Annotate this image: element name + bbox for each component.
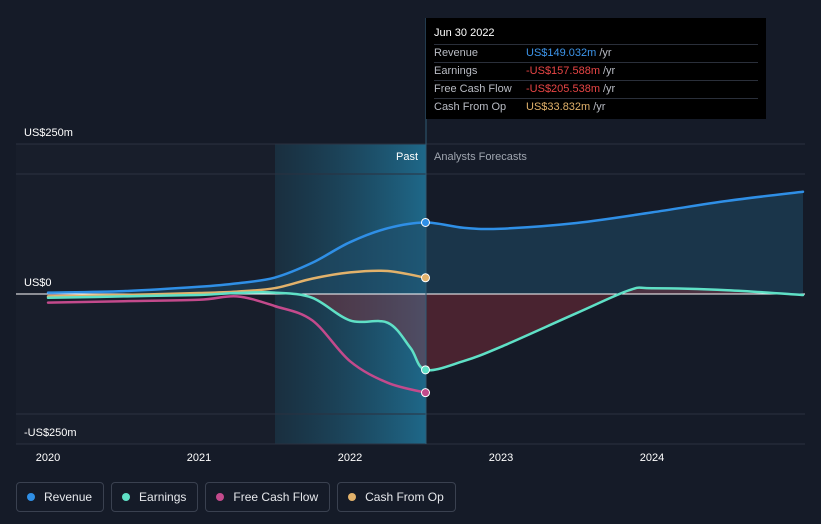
tooltip-unit: /yr: [603, 83, 616, 95]
earnings-marker[interactable]: [421, 365, 430, 375]
tooltip-unit: /yr: [603, 65, 616, 77]
tooltip-value: -US$157.588m: [526, 65, 600, 77]
legend-item-earnings[interactable]: Earnings: [111, 482, 199, 512]
cash-from-op-marker[interactable]: [421, 273, 430, 283]
tooltip-value: US$149.032m: [526, 47, 597, 59]
legend-label: Revenue: [44, 490, 93, 504]
tooltip-row-cash-from-op: Cash From Op US$33.832m /yr: [434, 98, 758, 116]
x-tick-label: 2023: [489, 452, 513, 464]
tooltip-label: Revenue: [434, 47, 479, 59]
region-label-forecast: Analysts Forecasts: [434, 151, 527, 163]
region-label-past: Past: [396, 151, 418, 163]
legend-label: Earnings: [139, 490, 187, 504]
tooltip-date: Jun 30 2022: [434, 27, 495, 39]
x-tick-label: 2022: [338, 452, 362, 464]
legend: Revenue Earnings Free Cash Flow Cash Fro…: [16, 482, 456, 512]
tooltip-unit: /yr: [599, 47, 612, 59]
legend-item-free-cash-flow[interactable]: Free Cash Flow: [205, 482, 331, 512]
legend-dot-icon: [122, 493, 131, 501]
x-tick-label: 2024: [640, 452, 664, 464]
tooltip-row-revenue: Revenue US$149.032m /yr: [434, 44, 758, 62]
tooltip-row-free-cash-flow: Free Cash Flow -US$205.538m /yr: [434, 80, 758, 98]
y-label-top: US$250m: [24, 127, 73, 139]
free-cash-flow-marker[interactable]: [421, 388, 430, 398]
revenue-marker[interactable]: [421, 217, 430, 227]
tooltip-label: Earnings: [434, 65, 478, 77]
legend-dot-icon: [27, 493, 35, 501]
legend-item-cash-from-op[interactable]: Cash From Op: [337, 482, 456, 512]
legend-label: Free Cash Flow: [233, 490, 319, 504]
earnings-line: [46, 286, 805, 372]
tooltip-value: US$33.832m: [526, 101, 591, 113]
tooltip-row-earnings: Earnings -US$157.588m /yr: [434, 62, 758, 80]
x-tick-label: 2021: [187, 452, 211, 464]
tooltip-unit: /yr: [593, 101, 606, 113]
revenue-line: [46, 190, 805, 294]
legend-dot-icon: [216, 493, 225, 501]
cash-from-op-line: [46, 269, 427, 298]
legend-label: Cash From Op: [365, 490, 444, 504]
y-label-bottom: -US$250m: [24, 427, 77, 439]
legend-dot-icon: [348, 493, 357, 501]
x-tick-label: 2020: [36, 452, 60, 464]
tooltip-label: Free Cash Flow: [434, 83, 512, 95]
free-cash-flow-line: [46, 294, 427, 394]
legend-item-revenue[interactable]: Revenue: [16, 482, 105, 512]
tooltip: Jun 30 2022 Revenue US$149.032m /yr Earn…: [426, 18, 766, 119]
tooltip-value: -US$205.538m: [526, 83, 600, 95]
y-label-zero: US$0: [24, 277, 52, 289]
tooltip-label: Cash From Op: [434, 101, 507, 113]
